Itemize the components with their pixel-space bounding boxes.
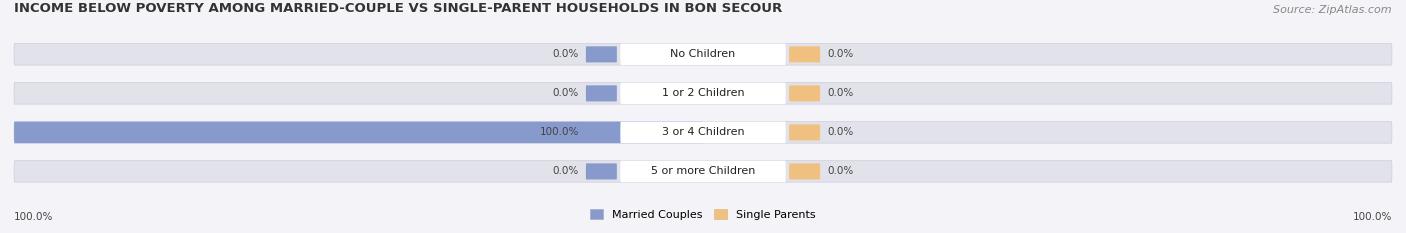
Text: 0.0%: 0.0% [827,88,853,98]
FancyBboxPatch shape [14,161,1392,182]
FancyBboxPatch shape [620,161,786,182]
FancyBboxPatch shape [14,122,703,143]
FancyBboxPatch shape [586,163,617,179]
FancyBboxPatch shape [789,124,820,140]
Text: Source: ZipAtlas.com: Source: ZipAtlas.com [1274,5,1392,15]
FancyBboxPatch shape [586,124,617,140]
Text: 0.0%: 0.0% [553,49,579,59]
Text: 0.0%: 0.0% [827,49,853,59]
FancyBboxPatch shape [14,122,1392,143]
Text: 0.0%: 0.0% [553,88,579,98]
FancyBboxPatch shape [789,46,820,62]
Text: 3 or 4 Children: 3 or 4 Children [662,127,744,137]
Text: No Children: No Children [671,49,735,59]
Legend: Married Couples, Single Parents: Married Couples, Single Parents [591,209,815,220]
Text: 0.0%: 0.0% [827,166,853,176]
FancyBboxPatch shape [586,46,617,62]
FancyBboxPatch shape [620,83,786,104]
FancyBboxPatch shape [620,122,786,143]
FancyBboxPatch shape [586,85,617,101]
FancyBboxPatch shape [789,85,820,101]
Text: 0.0%: 0.0% [827,127,853,137]
Text: 100.0%: 100.0% [540,127,579,137]
FancyBboxPatch shape [14,44,1392,65]
FancyBboxPatch shape [789,163,820,179]
Text: 100.0%: 100.0% [14,212,53,222]
Text: 1 or 2 Children: 1 or 2 Children [662,88,744,98]
Text: 0.0%: 0.0% [553,166,579,176]
Text: 100.0%: 100.0% [1353,212,1392,222]
FancyBboxPatch shape [620,44,786,65]
FancyBboxPatch shape [14,83,1392,104]
Text: 5 or more Children: 5 or more Children [651,166,755,176]
Text: INCOME BELOW POVERTY AMONG MARRIED-COUPLE VS SINGLE-PARENT HOUSEHOLDS IN BON SEC: INCOME BELOW POVERTY AMONG MARRIED-COUPL… [14,2,782,15]
